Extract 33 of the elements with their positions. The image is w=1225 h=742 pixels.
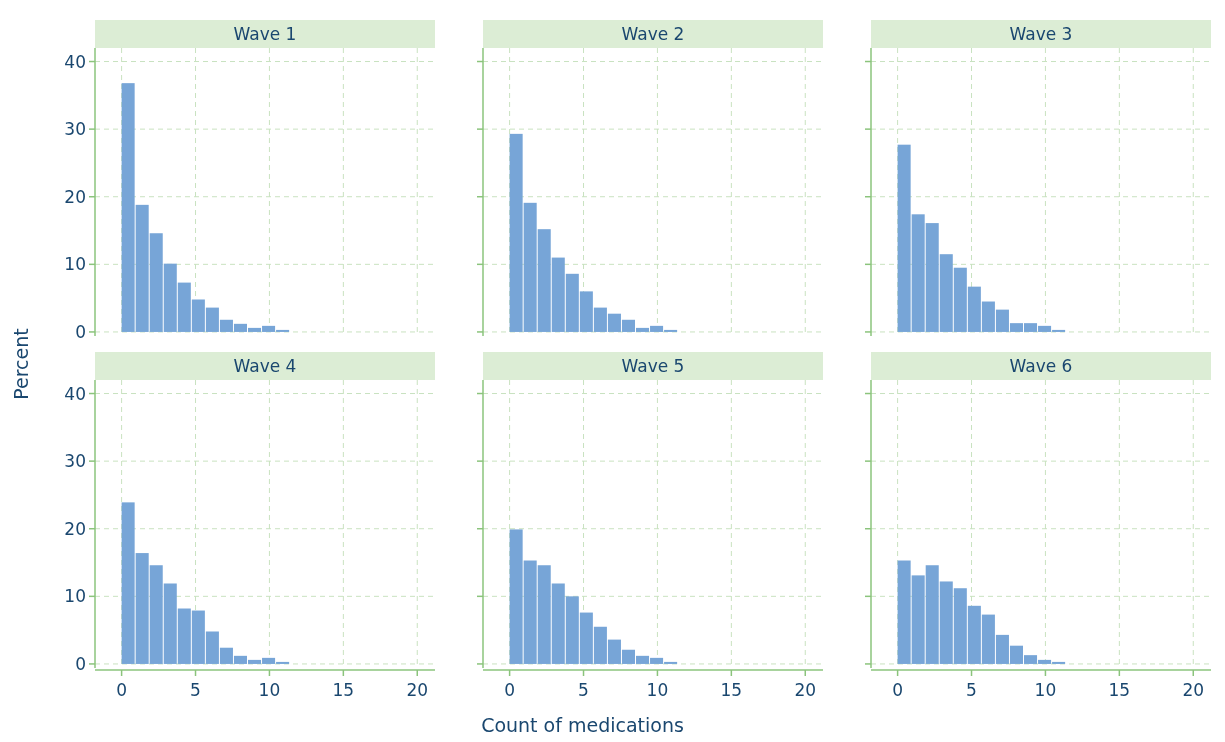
chart-title: Wave 3: [1009, 24, 1073, 44]
y-tick-label: 20: [64, 186, 86, 207]
x-axis-title: Count of medications: [481, 714, 684, 736]
x-tick-label: 15: [332, 680, 355, 700]
x-tick-label: 10: [1034, 680, 1057, 700]
chart-title: Wave 5: [621, 356, 685, 376]
x-tick-label: 10: [646, 680, 669, 700]
y-tick-label: 40: [64, 51, 86, 72]
y-tick-label: 30: [64, 451, 86, 472]
y-axis-title: Percent: [10, 328, 32, 400]
x-tick-label: 20: [794, 680, 817, 700]
chart-title: Wave 4: [233, 356, 297, 376]
x-tick-label: 15: [1108, 680, 1131, 700]
x-tick-label: 0: [892, 680, 904, 700]
x-tick-label: 15: [720, 680, 743, 700]
y-tick-label: 0: [75, 321, 86, 342]
x-tick-label: 5: [190, 680, 201, 700]
x-tick-label: 0: [116, 680, 128, 700]
y-tick-label: 10: [64, 254, 86, 275]
y-tick-label: 10: [64, 586, 86, 607]
x-tick-label: 20: [406, 680, 429, 700]
y-tick-label: 30: [64, 119, 86, 140]
x-tick-label: 5: [966, 680, 977, 700]
x-tick-label: 10: [258, 680, 281, 700]
x-tick-label: 20: [1182, 680, 1205, 700]
y-tick-label: 20: [64, 518, 86, 539]
chart-title: Wave 2: [621, 24, 685, 44]
x-tick-label: 0: [504, 680, 516, 700]
chart-title: Wave 6: [1009, 356, 1073, 376]
y-tick-label: 0: [75, 653, 86, 674]
x-tick-label: 5: [578, 680, 589, 700]
y-tick-label: 40: [64, 383, 86, 404]
chart-title: Wave 1: [233, 24, 297, 44]
